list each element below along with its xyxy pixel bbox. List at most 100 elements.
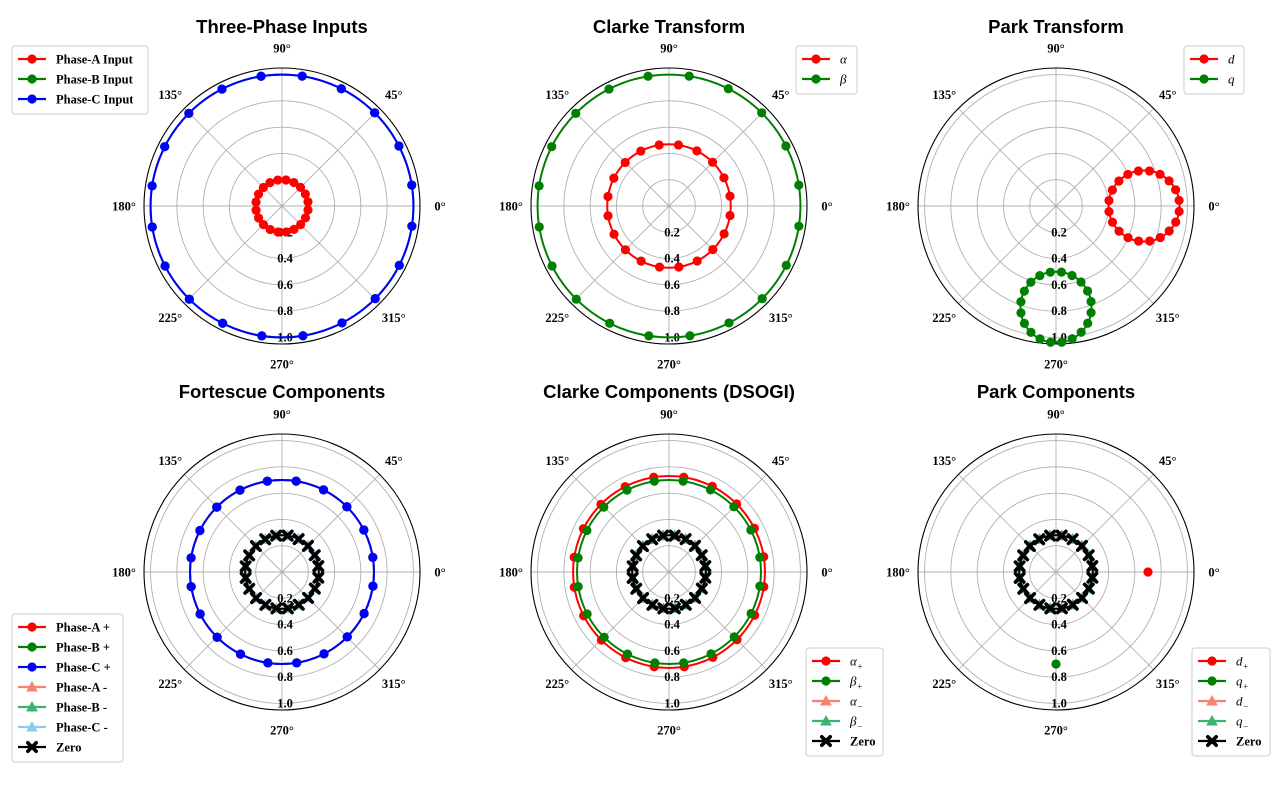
data-point bbox=[1055, 529, 1068, 542]
data-point bbox=[292, 598, 305, 611]
data-point bbox=[622, 649, 633, 659]
legend-marker bbox=[820, 714, 832, 726]
data-point bbox=[626, 560, 639, 573]
data-point bbox=[281, 175, 291, 185]
series-line bbox=[1018, 534, 1094, 610]
radial-tick-label: 0.8 bbox=[664, 670, 680, 684]
data-point bbox=[296, 219, 306, 230]
data-point bbox=[342, 502, 352, 512]
angle-tick-label: 45° bbox=[1159, 454, 1177, 468]
legend-box bbox=[795, 45, 858, 95]
data-point bbox=[679, 658, 689, 668]
legend-marker bbox=[821, 676, 831, 686]
data-point bbox=[1044, 602, 1057, 615]
data-point bbox=[370, 108, 380, 118]
angle-tick-label: 0° bbox=[1208, 200, 1219, 214]
data-point bbox=[218, 318, 228, 328]
legend-marker bbox=[1207, 676, 1217, 686]
series-line bbox=[606, 143, 732, 269]
data-point bbox=[1024, 592, 1037, 605]
data-point bbox=[673, 140, 684, 150]
polar-frame bbox=[143, 67, 421, 345]
data-point bbox=[571, 108, 581, 118]
chart-title: Three-Phase Inputs bbox=[196, 16, 368, 37]
legend-marker bbox=[27, 662, 37, 672]
angular-gridline bbox=[571, 108, 670, 207]
angle-tick-label: 225° bbox=[158, 677, 182, 691]
data-point bbox=[239, 571, 252, 584]
angle-tick-label: 315° bbox=[1156, 677, 1180, 691]
data-point bbox=[1164, 176, 1174, 186]
data-point bbox=[622, 485, 632, 495]
angle-tick-label: 225° bbox=[158, 311, 182, 325]
data-point bbox=[1067, 334, 1077, 344]
data-point bbox=[1107, 217, 1118, 227]
data-point bbox=[239, 560, 252, 573]
data-point bbox=[308, 549, 321, 562]
legend: αβ bbox=[795, 45, 858, 95]
data-point bbox=[1019, 318, 1030, 329]
data-point bbox=[679, 598, 692, 611]
data-point bbox=[300, 189, 310, 199]
legend-label: Phase-A + bbox=[56, 621, 110, 635]
data-point bbox=[705, 485, 716, 495]
data-point bbox=[1123, 169, 1133, 180]
data-point bbox=[1017, 582, 1030, 595]
data-point bbox=[289, 177, 299, 188]
angular-gridline bbox=[1055, 571, 1154, 670]
data-point bbox=[708, 244, 718, 255]
legend-marker bbox=[1199, 54, 1209, 64]
data-point bbox=[636, 256, 646, 266]
data-point bbox=[337, 318, 347, 328]
angle-tick-label: 225° bbox=[545, 311, 569, 325]
series bbox=[239, 529, 325, 615]
series-line bbox=[631, 534, 707, 610]
data-point bbox=[636, 146, 646, 156]
radial-tick-label: 0.6 bbox=[664, 644, 680, 658]
data-point bbox=[407, 221, 417, 231]
angle-tick-label: 45° bbox=[772, 454, 790, 468]
data-point bbox=[707, 157, 718, 167]
data-point bbox=[654, 140, 664, 150]
series-line bbox=[149, 73, 415, 339]
data-point bbox=[1045, 337, 1056, 347]
data-point bbox=[1143, 567, 1153, 577]
data-point bbox=[1076, 327, 1086, 337]
data-point bbox=[582, 525, 592, 536]
data-point bbox=[1035, 334, 1045, 344]
angular-gridline bbox=[1055, 205, 1154, 304]
angle-tick-label: 90° bbox=[660, 42, 678, 56]
angular-gridline bbox=[958, 205, 1057, 304]
polar-panel: 0°45°90°135°180°225°270°315°0.20.40.60.8… bbox=[11, 16, 446, 372]
data-point bbox=[1056, 267, 1067, 277]
data-point bbox=[312, 560, 325, 573]
data-point bbox=[609, 229, 619, 239]
data-point bbox=[1033, 598, 1046, 611]
angular-gridline bbox=[668, 474, 767, 573]
legend-box bbox=[11, 613, 124, 763]
legend: α+β+α−β−Zero bbox=[805, 647, 884, 757]
data-point bbox=[603, 211, 613, 221]
legend-marker bbox=[27, 54, 37, 64]
data-point bbox=[186, 553, 196, 563]
data-point bbox=[394, 260, 404, 270]
radial-tick-label: 0.8 bbox=[277, 670, 293, 684]
data-point bbox=[254, 213, 264, 223]
data-point bbox=[719, 229, 729, 239]
radial-tick-label: 0.2 bbox=[664, 225, 680, 239]
angular-gridline bbox=[1055, 108, 1154, 207]
data-point bbox=[257, 331, 267, 341]
polar-frame bbox=[530, 433, 808, 711]
data-point bbox=[781, 141, 791, 151]
data-point bbox=[757, 108, 767, 118]
data-point bbox=[692, 146, 702, 156]
angle-tick-label: 315° bbox=[382, 677, 406, 691]
data-point bbox=[725, 210, 735, 221]
data-point bbox=[1023, 540, 1036, 553]
data-point bbox=[1076, 591, 1089, 604]
data-point bbox=[1114, 226, 1124, 236]
data-point bbox=[359, 525, 369, 535]
data-point bbox=[297, 71, 307, 81]
data-point bbox=[685, 331, 695, 341]
polar-panel: 0°45°90°135°180°225°270°315°0.20.40.60.8… bbox=[499, 381, 884, 757]
